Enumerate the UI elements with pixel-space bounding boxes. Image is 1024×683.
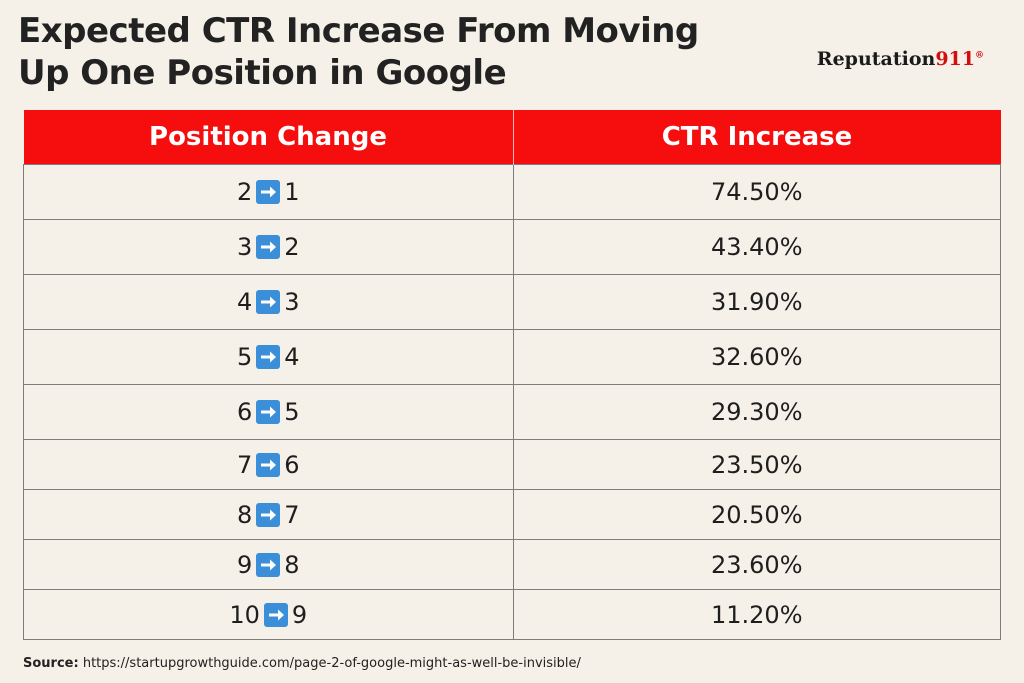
ctr-increase-cell: 32.60% [512, 329, 1001, 385]
right-arrow-icon [256, 235, 281, 259]
table-row: 9 8 23.60% [23, 539, 1001, 590]
position-to: 2 [284, 233, 300, 261]
ctr-increase-cell: 23.60% [512, 539, 1001, 590]
position-from: 3 [236, 233, 253, 261]
position-from: 10 [229, 600, 260, 629]
position-from: 9 [236, 550, 253, 579]
position-to: 3 [284, 288, 300, 316]
brand-logo: Reputation911® [817, 48, 984, 70]
ctr-increase-cell: 29.30% [512, 384, 1001, 440]
position-to: 7 [284, 500, 300, 529]
position-to: 4 [284, 343, 300, 371]
brand-registered-mark: ® [975, 50, 984, 61]
position-to: 5 [284, 398, 300, 426]
right-arrow-icon [256, 345, 281, 369]
right-arrow-icon [256, 180, 281, 204]
table-row: 10 9 11.20% [23, 589, 1001, 640]
right-arrow-icon [256, 452, 281, 477]
source-url: https://startupgrowthguide.com/page-2-of… [82, 656, 581, 671]
position-change-cell: 10 9 [23, 589, 514, 640]
table-row: 3 2 43.40% [23, 219, 1001, 275]
right-arrow-icon [256, 502, 281, 527]
position-from: 5 [236, 343, 253, 371]
ctr-table: Position Change CTR Increase 2 1 74.50% 3 2 4… [23, 110, 1001, 640]
title-line-2: Up One Position in Google [18, 53, 507, 93]
table-header-row: Position Change CTR Increase [23, 110, 1001, 165]
position-to: 8 [284, 550, 300, 579]
brand-number: 911 [935, 48, 975, 70]
table-row: 2 1 74.50% [23, 164, 1001, 220]
position-to: 9 [291, 600, 308, 629]
table-row: 6 5 29.30% [23, 384, 1001, 440]
right-arrow-icon [263, 602, 288, 627]
position-from: 6 [236, 398, 253, 426]
brand-name: Reputation [816, 48, 936, 70]
ctr-increase-cell: 20.50% [512, 489, 1001, 540]
ctr-increase-cell: 43.40% [512, 219, 1001, 275]
chart-title: Expected CTR Increase From Moving Up One… [18, 10, 778, 94]
ctr-increase-cell: 11.20% [512, 589, 1001, 640]
table-row: 8 7 20.50% [23, 489, 1001, 540]
source-label: Source: [23, 656, 79, 671]
ctr-increase-cell: 23.50% [512, 439, 1001, 490]
ctr-increase-cell: 74.50% [512, 164, 1001, 220]
right-arrow-icon [256, 400, 281, 424]
title-line-1: Expected CTR Increase From Moving [18, 11, 699, 51]
header-position-change: Position Change [23, 110, 514, 165]
source-note: Source: https://startupgrowthguide.com/p… [23, 656, 581, 671]
position-to: 6 [284, 450, 300, 479]
header-ctr-increase: CTR Increase [513, 110, 1001, 165]
right-arrow-icon [256, 552, 281, 577]
table-row: 5 4 32.60% [23, 329, 1001, 385]
ctr-increase-cell: 31.90% [512, 274, 1001, 330]
table-row: 4 3 31.90% [23, 274, 1001, 330]
position-from: 8 [236, 500, 253, 529]
position-to: 1 [284, 178, 300, 206]
position-from: 2 [236, 178, 253, 206]
right-arrow-icon [256, 290, 281, 314]
table-body: 2 1 74.50% 3 2 43.40% 4 3 31.90% 5 4 32.60% 6 5 29.30%… [23, 164, 1001, 640]
position-from: 4 [236, 288, 253, 316]
position-from: 7 [236, 450, 253, 479]
table-row: 7 6 23.50% [23, 439, 1001, 490]
